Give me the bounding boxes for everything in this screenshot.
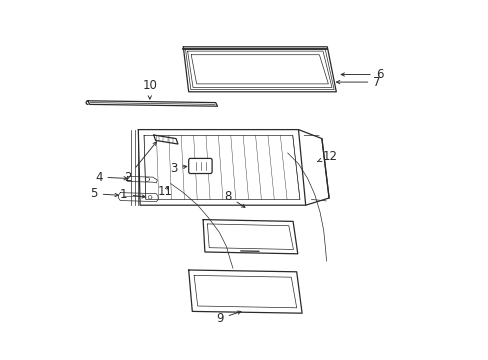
Text: 6: 6 [341,68,383,81]
Text: 10: 10 [142,79,157,99]
Text: 3: 3 [169,162,186,175]
Text: 12: 12 [317,150,337,163]
Text: 11: 11 [158,185,172,198]
Text: 8: 8 [224,190,244,207]
Text: 4: 4 [95,171,127,184]
Text: 2: 2 [123,142,156,184]
Text: 9: 9 [216,311,241,325]
Text: 1: 1 [120,188,145,201]
FancyBboxPatch shape [188,158,212,174]
Text: 5: 5 [90,187,118,200]
Text: 7: 7 [336,76,380,89]
